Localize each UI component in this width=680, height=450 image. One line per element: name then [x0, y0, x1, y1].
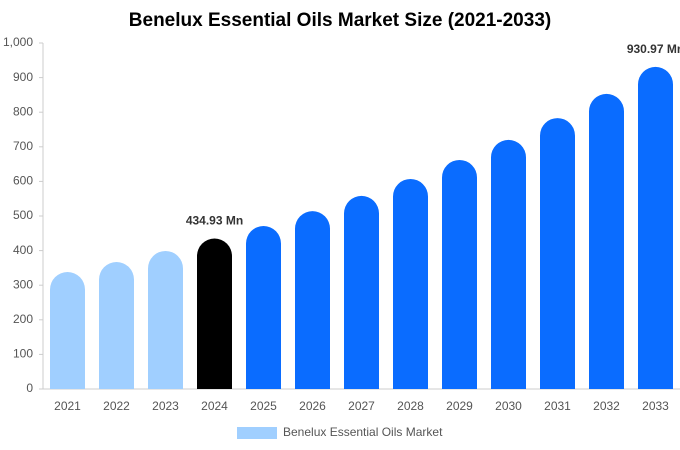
x-tick-label: 2029 — [446, 399, 473, 413]
value-label: 930.97 Mn — [627, 42, 680, 56]
y-tick-label: 100 — [13, 347, 33, 361]
x-tick-label: 2022 — [103, 399, 130, 413]
x-tick-label: 2024 — [201, 399, 228, 413]
bar — [344, 195, 379, 389]
x-tick-label: 2026 — [299, 399, 326, 413]
legend-swatch — [237, 427, 277, 439]
bar — [638, 66, 673, 390]
x-tick-label: 2021 — [54, 399, 81, 413]
y-tick-label: 600 — [13, 174, 33, 188]
y-tick-label: 800 — [13, 104, 33, 118]
x-tick-label: 2025 — [250, 399, 277, 413]
bar — [246, 226, 281, 389]
chart-title: Benelux Essential Oils Market Size (2021… — [129, 10, 551, 31]
bar — [50, 272, 85, 389]
y-tick-label: 400 — [13, 243, 33, 257]
bar — [295, 211, 330, 389]
bar — [491, 139, 526, 389]
x-tick-label: 2030 — [495, 399, 522, 413]
bar — [540, 118, 575, 389]
x-tick-label: 2027 — [348, 399, 375, 413]
bar — [148, 250, 183, 389]
y-tick-label: 700 — [13, 139, 33, 153]
y-tick-label: 0 — [26, 381, 33, 395]
bar — [442, 159, 477, 389]
y-tick-label: 500 — [13, 208, 33, 222]
bar — [197, 238, 232, 389]
bar — [393, 178, 428, 389]
x-tick-label: 2033 — [642, 399, 669, 413]
legend-label: Benelux Essential Oils Market — [283, 425, 443, 439]
y-tick-label: 1,000 — [3, 35, 33, 49]
bar — [99, 262, 134, 389]
value-label: 434.93 Mn — [186, 214, 243, 228]
x-tick-label: 2032 — [593, 399, 620, 413]
x-tick-label: 2028 — [397, 399, 424, 413]
x-tick-label: 2023 — [152, 399, 179, 413]
x-tick-label: 2031 — [544, 399, 571, 413]
y-tick-label: 200 — [13, 312, 33, 326]
y-tick-label: 300 — [13, 277, 33, 291]
bar — [589, 93, 624, 389]
y-tick-label: 900 — [13, 70, 33, 84]
